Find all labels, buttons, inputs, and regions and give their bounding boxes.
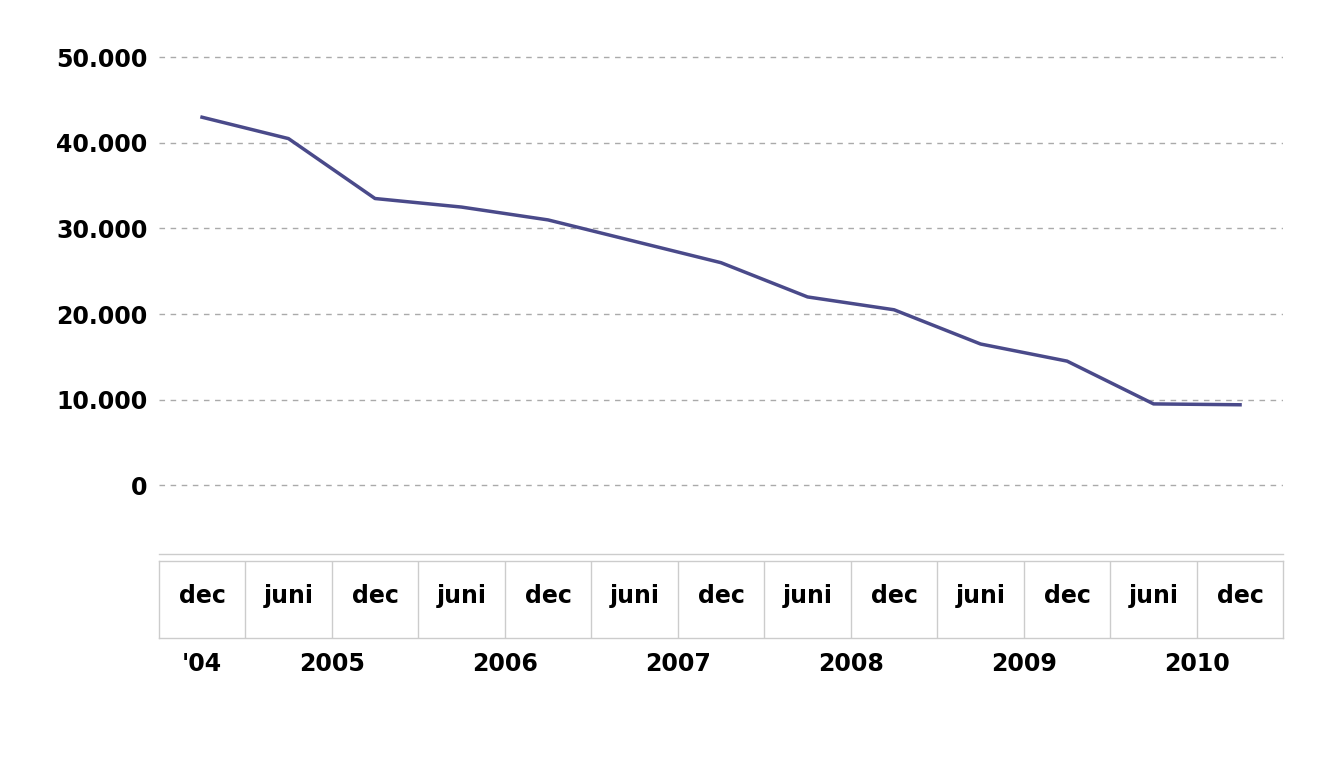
Text: dec: dec: [179, 584, 225, 608]
Text: juni: juni: [437, 584, 487, 608]
Text: juni: juni: [263, 584, 314, 608]
Text: 2005: 2005: [299, 652, 365, 677]
Text: 2010: 2010: [1164, 652, 1229, 677]
Text: '04: '04: [183, 652, 222, 677]
Text: dec: dec: [697, 584, 745, 608]
Text: juni: juni: [610, 584, 660, 608]
Text: 2009: 2009: [991, 652, 1057, 677]
Text: juni: juni: [782, 584, 832, 608]
Text: dec: dec: [1044, 584, 1090, 608]
Text: 2007: 2007: [644, 652, 710, 677]
Text: juni: juni: [1129, 584, 1179, 608]
Text: dec: dec: [871, 584, 917, 608]
Text: dec: dec: [352, 584, 398, 608]
Text: 2008: 2008: [818, 652, 884, 677]
Text: dec: dec: [525, 584, 572, 608]
Text: 2006: 2006: [472, 652, 537, 677]
Text: juni: juni: [955, 584, 1005, 608]
Text: dec: dec: [1217, 584, 1263, 608]
